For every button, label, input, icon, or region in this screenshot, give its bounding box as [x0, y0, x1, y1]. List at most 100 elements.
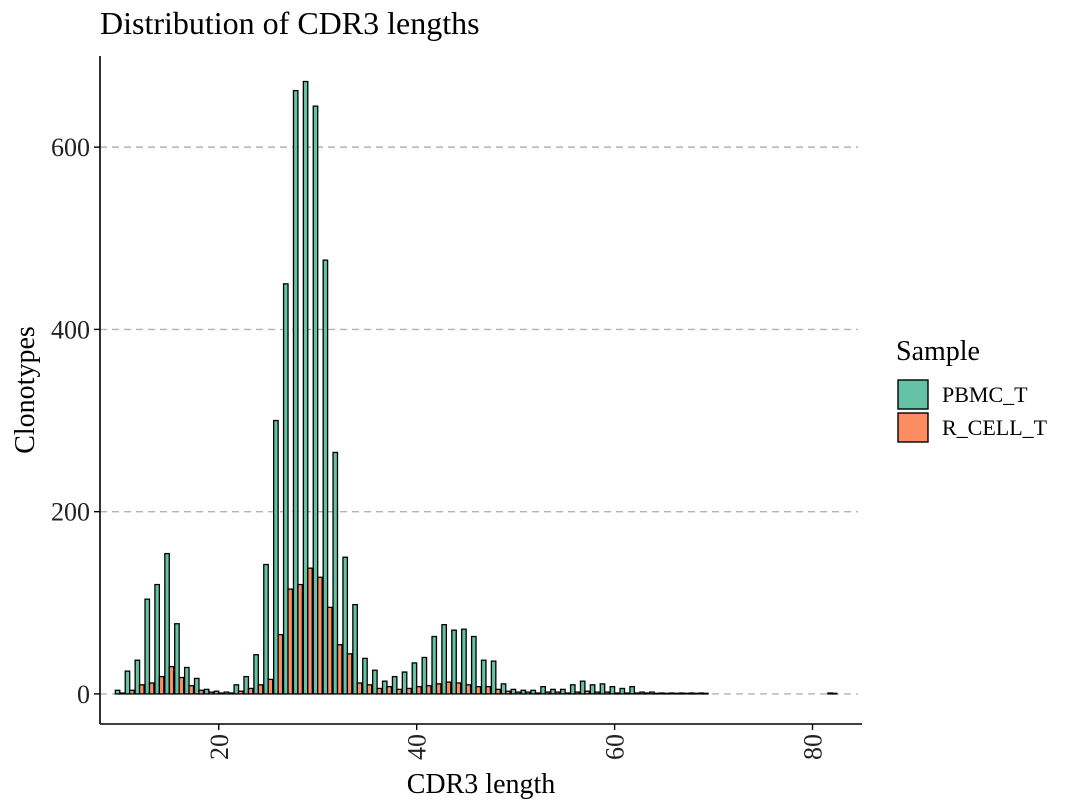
bar-r-cell-t-30	[317, 576, 323, 695]
bar-r-cell-t-20	[218, 692, 224, 695]
bar-r-cell-t-16	[178, 676, 185, 695]
bar-r-cell-t-82	[831, 692, 838, 695]
bar-r-cell-t-49	[505, 690, 511, 695]
bar-r-cell-t-37	[386, 685, 393, 695]
bar-r-cell-t-28	[297, 583, 304, 695]
bar-r-cell-t-55	[564, 692, 571, 695]
bar-pbmc-t-27	[282, 283, 289, 695]
bar-pbmc-t-48	[490, 660, 497, 695]
y-tick-label: 200	[51, 498, 90, 527]
bar-r-cell-t-56	[574, 691, 581, 695]
bar-pbmc-t-54	[550, 688, 556, 695]
bar-pbmc-t-66	[668, 692, 675, 695]
bar-pbmc-t-65	[658, 692, 665, 695]
bar-r-cell-t-43	[445, 681, 452, 695]
x-tick-label: 20	[205, 734, 234, 760]
bar-pbmc-t-28	[292, 89, 299, 695]
bar-r-cell-t-53	[544, 691, 551, 695]
bar-pbmc-t-69	[698, 692, 705, 695]
bar-r-cell-t-29	[307, 567, 313, 695]
bar-pbmc-t-61	[619, 687, 626, 695]
bar-pbmc-t-32	[332, 451, 339, 695]
bar-r-cell-t-63	[643, 692, 650, 695]
bar-r-cell-t-34	[356, 682, 363, 695]
bar-r-cell-t-44	[455, 682, 462, 695]
bar-r-cell-t-52	[534, 692, 541, 695]
x-tick-label: 60	[601, 734, 630, 760]
bar-r-cell-t-31	[326, 606, 333, 695]
bar-pbmc-t-64	[649, 691, 655, 695]
bar-pbmc-t-22	[233, 684, 240, 695]
y-axis-title: Clonotypes	[10, 326, 41, 454]
bar-pbmc-t-58	[589, 684, 596, 695]
bar-r-cell-t-36	[376, 687, 383, 695]
bar-pbmc-t-10	[114, 689, 121, 695]
bar-pbmc-t-43	[441, 624, 448, 695]
bar-r-cell-t-25	[267, 678, 274, 695]
bar-pbmc-t-33	[342, 556, 349, 695]
bar-r-cell-t-38	[396, 688, 402, 695]
bar-r-cell-t-40	[416, 685, 422, 695]
bar-pbmc-t-34	[352, 603, 358, 695]
x-tick-label: 80	[799, 734, 828, 760]
bars-group	[114, 80, 838, 695]
chart-title: Distribution of CDR3 lengths	[100, 5, 480, 41]
bar-r-cell-t-60	[613, 692, 620, 695]
bar-r-cell-t-54	[554, 691, 561, 695]
x-axis-title: CDR3 length	[407, 769, 556, 800]
bar-pbmc-t-41	[421, 656, 428, 695]
bar-r-cell-t-27	[287, 588, 294, 695]
bar-r-cell-t-48	[495, 688, 501, 695]
bar-pbmc-t-16	[174, 623, 180, 695]
bar-pbmc-t-59	[599, 683, 606, 695]
legend: Sample PBMC_T R_CELL_T	[896, 336, 1048, 443]
bar-r-cell-t-11	[129, 689, 135, 695]
bar-pbmc-t-26	[273, 419, 279, 695]
bar-pbmc-t-60	[609, 685, 616, 695]
bar-r-cell-t-33	[346, 653, 353, 695]
bar-r-cell-t-42	[435, 683, 442, 695]
bar-r-cell-t-19	[208, 691, 214, 695]
bar-pbmc-t-11	[124, 670, 131, 695]
bar-pbmc-t-49	[500, 683, 507, 695]
bar-pbmc-t-37	[381, 680, 388, 695]
bar-r-cell-t-10	[119, 692, 125, 695]
bar-r-cell-t-41	[425, 685, 432, 695]
bar-r-cell-t-69	[703, 692, 709, 695]
bar-pbmc-t-50	[510, 688, 517, 695]
bar-pbmc-t-23	[243, 675, 250, 695]
y-tick-label: 0	[77, 680, 90, 709]
bar-r-cell-t-14	[158, 675, 165, 695]
bar-pbmc-t-47	[480, 659, 487, 695]
bar-pbmc-t-52	[530, 689, 537, 695]
bar-pbmc-t-39	[401, 671, 408, 695]
legend-swatch-rcell	[897, 412, 929, 443]
bar-pbmc-t-67	[678, 692, 685, 695]
bar-pbmc-t-24	[253, 654, 259, 695]
bar-pbmc-t-20	[213, 690, 220, 695]
bar-r-cell-t-23	[247, 687, 254, 695]
bar-pbmc-t-12	[134, 659, 141, 695]
bar-r-cell-t-15	[168, 665, 175, 695]
legend-label-pbmc: PBMC_T	[942, 382, 1028, 407]
bar-r-cell-t-46	[475, 685, 482, 695]
bar-r-cell-t-61	[623, 692, 630, 695]
bar-pbmc-t-62	[629, 685, 636, 695]
legend-title: Sample	[896, 336, 980, 367]
bar-r-cell-t-12	[138, 684, 145, 695]
bar-r-cell-t-68	[693, 692, 699, 695]
bar-pbmc-t-25	[263, 563, 269, 695]
bar-pbmc-t-56	[569, 684, 576, 695]
bar-r-cell-t-22	[237, 690, 244, 695]
bar-pbmc-t-57	[579, 680, 586, 695]
bar-pbmc-t-46	[470, 635, 477, 695]
bar-r-cell-t-13	[148, 682, 155, 695]
legend-swatch-pbmc	[897, 379, 929, 410]
bar-pbmc-t-19	[203, 688, 210, 695]
bar-pbmc-t-17	[183, 666, 190, 695]
bar-pbmc-t-18	[193, 677, 200, 695]
bar-r-cell-t-65	[663, 692, 670, 695]
bar-pbmc-t-63	[639, 691, 645, 695]
bar-r-cell-t-45	[465, 684, 472, 695]
bar-pbmc-t-35	[362, 657, 368, 695]
